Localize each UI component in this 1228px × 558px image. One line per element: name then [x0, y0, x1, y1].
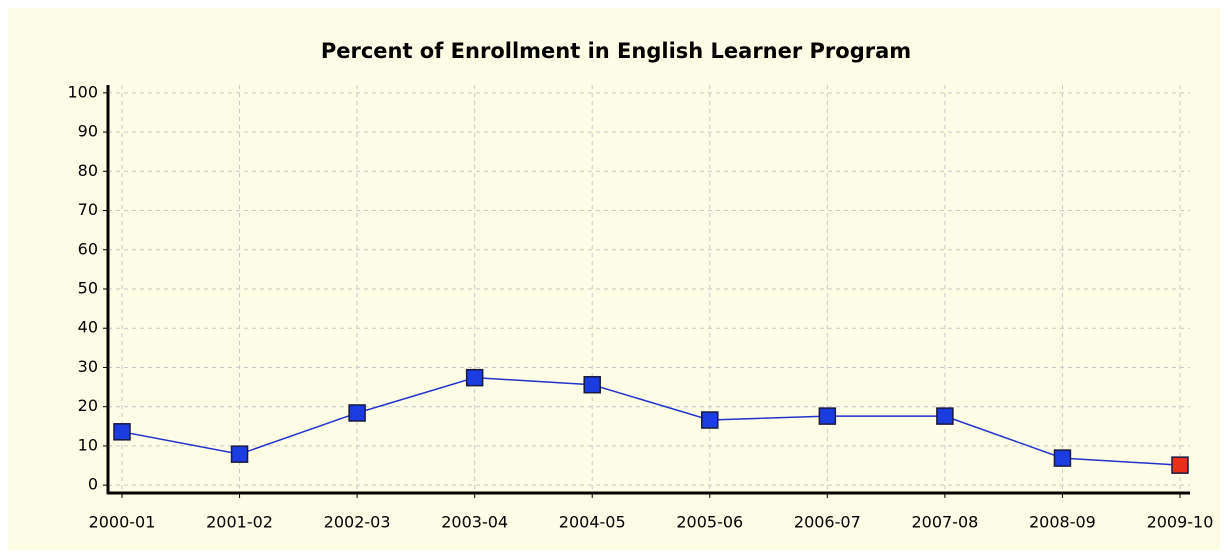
x-tick-label: 2005-06 [676, 513, 743, 532]
y-tick-label: 20 [78, 396, 98, 415]
data-point [113, 423, 131, 441]
x-tick-label: 2000-01 [89, 513, 156, 532]
x-tick-label: 2002-03 [324, 513, 391, 532]
data-point [936, 407, 954, 425]
x-tick-label: 2001-02 [206, 513, 273, 532]
x-tick-label: 2008-09 [1029, 513, 1096, 532]
x-tick-label: 2006-07 [794, 513, 861, 532]
data-point [230, 445, 249, 463]
x-tick-label: 2004-05 [559, 513, 626, 532]
y-tick-label: 40 [78, 318, 98, 337]
data-point [701, 411, 719, 429]
y-tick-label: 0 [88, 475, 98, 494]
data-point [818, 407, 837, 425]
data-point [1171, 456, 1189, 474]
x-tick-label: 2007-08 [911, 513, 978, 532]
y-tick-label: 10 [78, 435, 98, 454]
data-point [348, 404, 366, 422]
y-tick-label: 30 [78, 357, 98, 376]
y-tick-label: 90 [78, 122, 98, 141]
y-tick-label: 60 [78, 239, 98, 258]
chart-background [8, 8, 1220, 550]
x-tick-label: 2003-04 [441, 513, 508, 532]
y-tick-label: 50 [78, 279, 98, 298]
data-line [121, 376, 1181, 466]
data-point [583, 375, 601, 394]
y-tick-label: 100 [67, 82, 98, 101]
y-tick-label: 70 [78, 200, 98, 219]
data-point [465, 368, 484, 387]
y-tick-label: 80 [78, 161, 98, 180]
x-tick-label: 2009-10 [1147, 513, 1214, 532]
data-point [1053, 449, 1072, 467]
chart-title: Percent of Enrollment in English Learner… [321, 39, 911, 63]
